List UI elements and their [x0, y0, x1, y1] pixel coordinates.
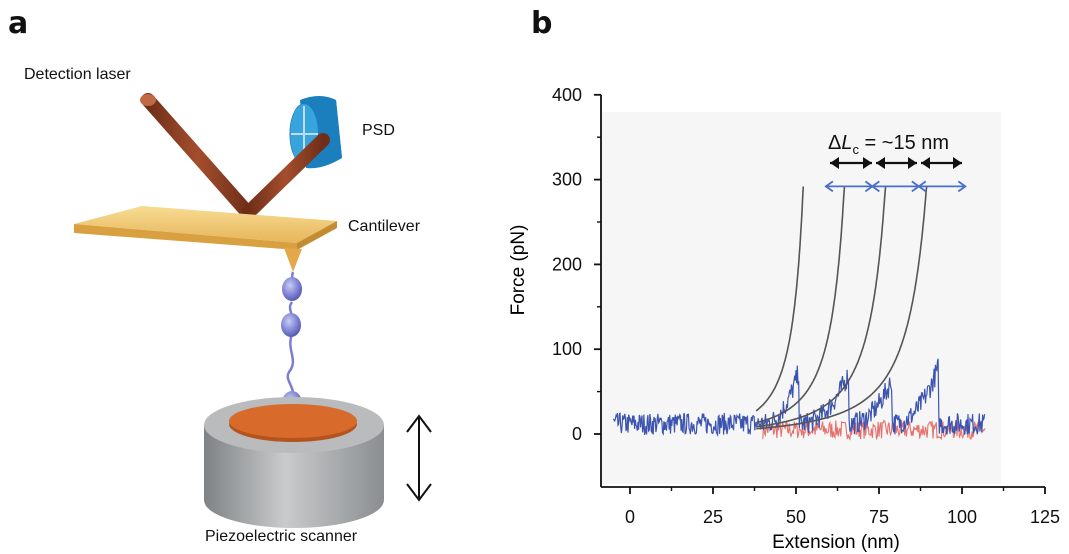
- delta-lc-blue-arrowtail-3: [917, 180, 927, 193]
- wlc-fit-3: [756, 186, 887, 428]
- axes-group: 0 100 200 300 400 0 25 50 75 100 125: [552, 85, 1060, 527]
- wlc-fit-group: [755, 186, 928, 430]
- delta-lc-annotation: ΔLc = ~15 nm: [828, 132, 949, 157]
- detection-laser-beam: [140, 93, 330, 220]
- delta-lc-blue-arrowhead-3: [957, 180, 967, 193]
- y-tick-label-0: 0: [572, 424, 582, 444]
- delta-lc-black-arrowhead-3: [953, 157, 962, 169]
- x-axis-title: Extension (nm): [772, 532, 900, 553]
- x-tick-label-75: 75: [869, 507, 889, 527]
- delta-lc-black-arrowtail-3: [921, 157, 930, 169]
- series-blue-trace: [612, 358, 986, 438]
- label-piezo-scanner: Piezoelectric scanner: [205, 528, 358, 545]
- delta-lc-black-arrowhead-1: [863, 157, 872, 169]
- annotation-group: [824, 157, 967, 193]
- x-tick-label-25: 25: [703, 507, 723, 527]
- x-tick-label-100: 100: [947, 507, 977, 527]
- afm-schematic: [74, 93, 432, 528]
- wlc-fit-1: [755, 186, 805, 412]
- piezo-scanner: [204, 397, 384, 528]
- cantilever: [74, 206, 337, 272]
- delta-lc-black-arrowhead-2: [908, 157, 917, 169]
- label-psd: PSD: [362, 122, 395, 139]
- label-detection-laser: Detection laser: [24, 66, 131, 83]
- y-axis-title: Force (pN): [508, 225, 529, 316]
- wlc-fit-4: [756, 186, 928, 430]
- panel-letter-a: a: [8, 6, 29, 41]
- x-tick-label-125: 125: [1030, 507, 1060, 527]
- y-tick-label-300: 300: [552, 170, 582, 190]
- delta-lc-blue-arrowtail-2: [870, 180, 880, 193]
- y-tick-label-400: 400: [552, 85, 582, 105]
- series-red-trace: [762, 419, 986, 441]
- panel-letter-b: b: [531, 6, 553, 41]
- trace-group: [612, 358, 986, 441]
- delta-lc-blue-arrowtail-1: [824, 180, 834, 193]
- vertical-motion-arrow-icon: [406, 414, 432, 502]
- label-cantilever: Cantilever: [348, 218, 421, 235]
- y-tick-label-100: 100: [552, 339, 582, 359]
- delta-lc-black-arrowtail-2: [876, 157, 885, 169]
- delta-lc-black-arrowtail-1: [830, 157, 839, 169]
- wlc-fit-2: [756, 186, 846, 424]
- x-tick-label-50: 50: [786, 507, 806, 527]
- x-tick-label-0: 0: [625, 507, 635, 527]
- y-tick-label-200: 200: [552, 254, 582, 274]
- plot-background: [601, 112, 1001, 484]
